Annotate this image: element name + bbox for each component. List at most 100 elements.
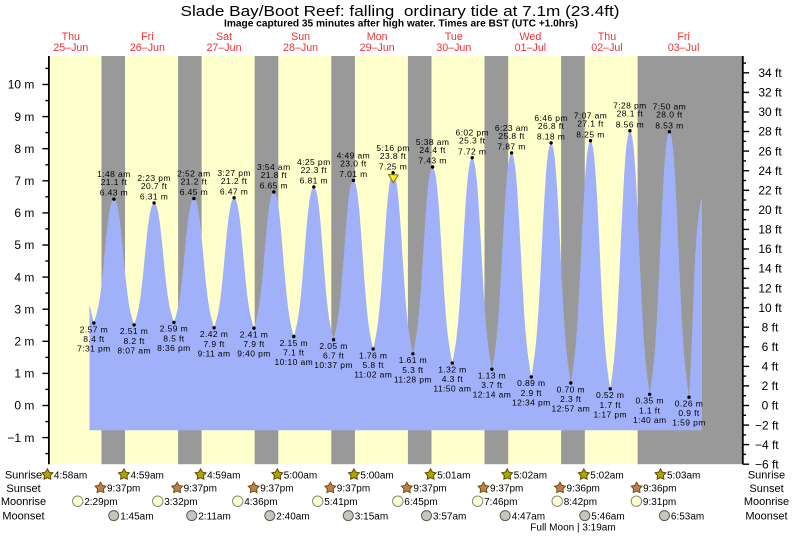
svg-text:2.57 m: 2.57 m [80,324,108,334]
svg-text:2.9 ft: 2.9 ft [521,388,543,398]
svg-text:11:28 pm: 11:28 pm [394,374,432,384]
svg-text:0.89 m: 0.89 m [517,378,545,388]
svg-text:10:37 pm: 10:37 pm [314,360,353,370]
svg-text:Fri: Fri [141,31,153,43]
svg-text:22 ft: 22 ft [758,184,782,198]
svg-text:9:37pm: 9:37pm [490,484,523,495]
svg-text:3:54 am: 3:54 am [257,162,291,172]
svg-text:8 m: 8 m [14,142,34,156]
svg-text:12 ft: 12 ft [758,281,782,295]
svg-text:3:32pm: 3:32pm [164,497,197,508]
svg-text:6.47 m: 6.47 m [220,186,248,196]
svg-text:21.8 ft: 21.8 ft [261,170,288,180]
svg-text:26 ft: 26 ft [758,144,782,158]
svg-text:6:53am: 6:53am [671,511,704,522]
svg-text:Fri: Fri [677,31,689,43]
svg-text:03–Jul: 03–Jul [668,42,700,54]
svg-text:4 m: 4 m [14,270,34,284]
svg-text:23.8 ft: 23.8 ft [380,151,407,161]
svg-text:25.3 ft: 25.3 ft [459,136,486,146]
svg-text:Sunrise: Sunrise [748,470,785,482]
svg-text:6:45pm: 6:45pm [404,497,437,508]
svg-text:Full Moon | 3:19am: Full Moon | 3:19am [530,523,615,534]
svg-text:2:23 pm: 2:23 pm [137,173,171,183]
svg-text:27.1 ft: 27.1 ft [577,119,604,129]
svg-text:Slade Bay/Boot Reef: falling: Slade Bay/Boot Reef: falling ordinary ti… [181,4,620,20]
svg-text:9:37pm: 9:37pm [260,484,293,495]
svg-text:24 ft: 24 ft [758,164,782,178]
svg-text:Moonrise: Moonrise [744,496,789,508]
svg-text:Moonrise: Moonrise [1,496,46,508]
svg-text:5:01am: 5:01am [437,470,470,481]
svg-text:7.25 m: 7.25 m [379,161,407,171]
svg-text:Moonset: Moonset [2,511,44,523]
svg-text:5:38 am: 5:38 am [416,137,450,147]
svg-text:21.2 ft: 21.2 ft [221,176,248,186]
svg-text:7.1 ft: 7.1 ft [283,348,305,358]
svg-text:7:50 am: 7:50 am [653,102,687,112]
svg-text:9:37pm: 9:37pm [107,484,140,495]
svg-text:4:49 am: 4:49 am [337,151,371,161]
svg-text:5:02am: 5:02am [514,470,547,481]
svg-text:7.43 m: 7.43 m [418,156,446,166]
svg-text:8.53 m: 8.53 m [655,120,683,130]
svg-text:1:40 am: 1:40 am [633,415,667,425]
svg-text:4:59am: 4:59am [207,470,240,481]
svg-text:12:14 am: 12:14 am [473,390,512,400]
svg-text:9:11 am: 9:11 am [198,348,231,358]
svg-text:9:31pm: 9:31pm [643,497,676,508]
svg-text:8:42pm: 8:42pm [564,497,597,508]
svg-text:6.45 m: 6.45 m [180,187,208,197]
svg-text:2.59 m: 2.59 m [160,324,188,334]
svg-text:5:00am: 5:00am [284,470,317,481]
svg-text:7.01 m: 7.01 m [339,169,367,179]
svg-text:23.0 ft: 23.0 ft [340,159,367,169]
svg-text:2.3 ft: 2.3 ft [560,394,582,404]
svg-text:11:02 am: 11:02 am [354,370,392,380]
svg-text:34 ft: 34 ft [758,66,782,80]
svg-text:7:28 pm: 7:28 pm [613,101,647,111]
svg-text:7.9 ft: 7.9 ft [243,339,265,349]
svg-text:2:52 am: 2:52 am [177,169,211,179]
svg-text:8:36 pm: 8:36 pm [157,343,191,353]
svg-text:1:45am: 1:45am [120,511,153,522]
svg-text:2.05 m: 2.05 m [319,341,347,351]
svg-text:1.61 m: 1.61 m [399,355,427,365]
svg-text:0.52 m: 0.52 m [596,390,624,400]
svg-text:6:23 am: 6:23 am [495,123,529,133]
svg-text:Mon: Mon [367,31,388,43]
svg-text:7.9 ft: 7.9 ft [203,339,225,349]
svg-text:4.3 ft: 4.3 ft [442,374,464,384]
svg-text:7:31 pm: 7:31 pm [77,344,111,354]
svg-text:16 ft: 16 ft [758,242,782,256]
svg-text:10 ft: 10 ft [758,301,782,315]
svg-text:9:37pm: 9:37pm [184,484,217,495]
svg-text:8.56 m: 8.56 m [616,119,644,129]
svg-text:5:00am: 5:00am [360,470,393,481]
svg-text:−2 ft: −2 ft [755,418,779,432]
svg-text:6 m: 6 m [14,206,34,220]
svg-text:21.2 ft: 21.2 ft [181,177,208,187]
svg-text:Thu: Thu [598,31,616,43]
svg-text:29–Jun: 29–Jun [360,42,395,54]
svg-text:8.2 ft: 8.2 ft [123,336,145,346]
svg-text:6.31 m: 6.31 m [140,192,168,202]
svg-text:Wed: Wed [520,31,542,43]
svg-text:28–Jun: 28–Jun [283,42,318,54]
svg-text:25–Jun: 25–Jun [53,42,88,54]
svg-text:1:59 pm: 1:59 pm [672,418,706,428]
svg-text:6 ft: 6 ft [762,340,779,354]
svg-text:Thu: Thu [62,31,80,43]
svg-text:5:41pm: 5:41pm [324,497,357,508]
svg-text:Sunset: Sunset [749,483,783,495]
svg-text:12:34 pm: 12:34 pm [512,397,551,407]
svg-text:6:02 pm: 6:02 pm [455,128,489,138]
svg-text:9:37pm: 9:37pm [413,484,446,495]
svg-text:0.70 m: 0.70 m [557,384,585,394]
svg-text:12:57 am: 12:57 am [551,404,590,414]
svg-text:3:57am: 3:57am [433,511,466,522]
svg-text:9:36pm: 9:36pm [643,484,676,495]
svg-text:02–Jul: 02–Jul [591,42,623,54]
svg-text:5.3 ft: 5.3 ft [402,365,424,375]
svg-text:0.26 m: 0.26 m [675,399,703,409]
